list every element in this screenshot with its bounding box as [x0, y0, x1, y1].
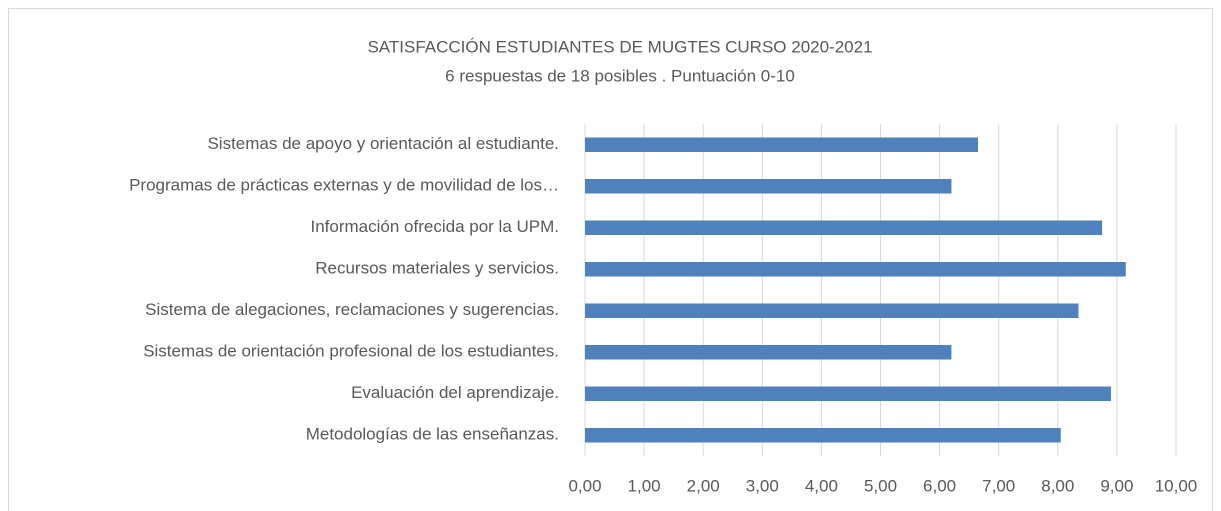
y-tick-label: Recursos materiales y servicios. [315, 259, 559, 278]
y-tick-label: Información ofrecida por la UPM. [311, 217, 560, 236]
x-tick-label: 7,00 [982, 476, 1015, 495]
bar [585, 303, 1079, 319]
chart-subtitle: 6 respuestas de 18 posibles . Puntuación… [445, 66, 795, 85]
y-tick-label: Sistema de alegaciones, reclamaciones y … [145, 300, 559, 319]
bar [585, 220, 1103, 236]
y-tick-label: Sistemas de apoyo y orientación al estud… [207, 134, 559, 153]
x-tick-label: 8,00 [1041, 476, 1074, 495]
bar [585, 344, 952, 360]
x-tick-label: 9,00 [1100, 476, 1133, 495]
x-tick-label: 0,00 [568, 476, 601, 495]
bar [585, 137, 979, 153]
x-tick-label: 10,00 [1155, 476, 1198, 495]
y-tick-label: Programas de prácticas externas y de mov… [129, 176, 559, 195]
chart-border [8, 8, 1213, 511]
x-tick-label: 6,00 [923, 476, 956, 495]
bar [585, 427, 1061, 443]
y-tick-label: Sistemas de orientación profesional de l… [143, 342, 559, 361]
x-tick-label: 5,00 [864, 476, 897, 495]
x-tick-label: 4,00 [805, 476, 838, 495]
x-tick-label: 3,00 [746, 476, 779, 495]
bar [585, 386, 1111, 402]
y-tick-label: Metodologías de las enseñanzas. [306, 425, 559, 444]
x-tick-label: 1,00 [628, 476, 661, 495]
y-tick-label: Evaluación del aprendizaje. [351, 383, 559, 402]
x-tick-label: 2,00 [687, 476, 720, 495]
bar [585, 261, 1126, 277]
chart-title: SATISFACCIÓN ESTUDIANTES DE MUGTES CURSO… [367, 37, 872, 56]
bar [585, 178, 952, 194]
